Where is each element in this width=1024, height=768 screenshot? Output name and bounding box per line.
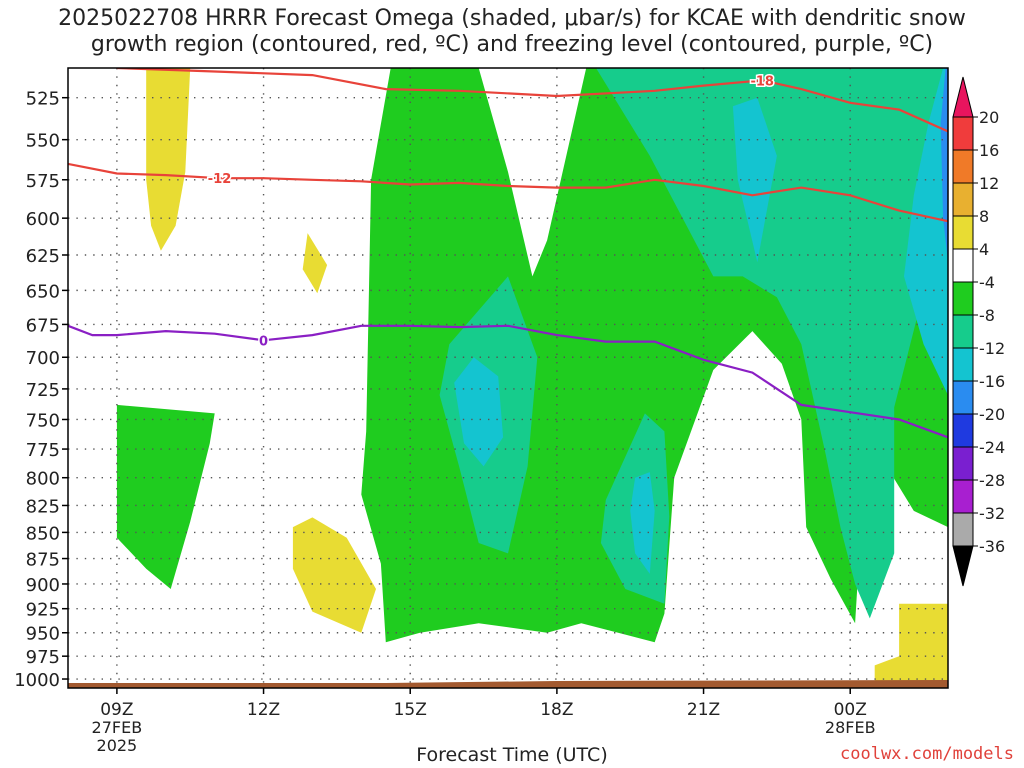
colorbar-box-12 bbox=[952, 512, 974, 547]
colorbar-legend: 20 16 12 8 4 -4 -8 -12 -16 -20 -24 -28 -32 -36 bbox=[952, 76, 1005, 587]
colorbar-box-5 bbox=[952, 281, 974, 316]
y-tick-label-550: 550 bbox=[26, 131, 60, 152]
colorbar-label-4: 4 bbox=[979, 240, 989, 259]
y-tick-label-925: 925 bbox=[26, 600, 60, 621]
colorbar-box-10 bbox=[952, 446, 974, 481]
plot-border bbox=[67, 67, 949, 689]
isotherm--18-label: -18 bbox=[750, 74, 774, 89]
y-tick-label-900: 900 bbox=[26, 575, 60, 596]
omega-region-0 bbox=[146, 68, 191, 251]
isotherm-contours: -18 -12 0 bbox=[68, 68, 948, 439]
y-tick-label-750: 750 bbox=[26, 410, 60, 431]
y-axis: 525 550 575 600 625 650 675 700 725 750 775 800 825 8… bbox=[14, 89, 68, 691]
colorbar-box-7 bbox=[952, 347, 974, 382]
x-tick-label-15Z: 15Z bbox=[394, 700, 427, 720]
colorbar-box-6 bbox=[952, 314, 974, 349]
y-tick-label-700: 700 bbox=[26, 348, 60, 369]
omega-region-2 bbox=[292, 517, 376, 633]
source-credit: coolwx.com/models bbox=[840, 744, 1014, 764]
colorbar-box-1 bbox=[952, 149, 974, 184]
colorbar-label-9: -20 bbox=[979, 405, 1005, 424]
colorbar-bottom-arrow bbox=[952, 545, 974, 587]
colorbar-box-0 bbox=[952, 116, 974, 151]
colorbar-box-8 bbox=[952, 380, 974, 415]
y-tick-label-650: 650 bbox=[26, 281, 60, 302]
colorbar-label-2: 12 bbox=[979, 174, 999, 193]
omega-region-6 bbox=[596, 68, 948, 619]
y-tick-label-825: 825 bbox=[26, 496, 60, 517]
x-tick-label-09Z: 09Z bbox=[100, 700, 133, 720]
x-tick-sublabel-28FEB: 28FEB bbox=[825, 718, 876, 737]
y-tick-label-525: 525 bbox=[26, 89, 60, 110]
y-tick-label-975: 975 bbox=[26, 647, 60, 668]
colorbar-label-12: -32 bbox=[979, 504, 1005, 523]
y-tick-label-575: 575 bbox=[26, 171, 60, 192]
omega-region-13 bbox=[940, 68, 948, 263]
colorbar-box-11 bbox=[952, 479, 974, 514]
colorbar-label-10: -24 bbox=[979, 438, 1005, 457]
isotherm--12-label: -12 bbox=[208, 172, 232, 187]
y-tick-label-800: 800 bbox=[26, 469, 60, 490]
omega-region-9 bbox=[454, 357, 504, 467]
colorbar-label-0: 20 bbox=[979, 108, 999, 127]
colorbar-label-11: -28 bbox=[979, 471, 1005, 490]
y-tick-label-1000: 1000 bbox=[14, 670, 60, 691]
x-tick-label-12Z: 12Z bbox=[247, 700, 280, 720]
colorbar-box-3 bbox=[952, 215, 974, 250]
colorbar-label-1: 16 bbox=[979, 141, 999, 160]
chart-title-line-1: 2025022708 HRRR Forecast Omega (shaded, … bbox=[58, 6, 966, 31]
y-tick-label-600: 600 bbox=[26, 209, 60, 230]
y-tick-label-675: 675 bbox=[26, 315, 60, 336]
omega-region-4 bbox=[116, 404, 215, 589]
colorbar-label-6: -8 bbox=[979, 306, 995, 325]
isotherm--12-line bbox=[68, 162, 948, 223]
x-axis-title: Forecast Time (UTC) bbox=[416, 744, 608, 766]
y-tick-label-950: 950 bbox=[26, 624, 60, 645]
isotherm-0-label: 0 bbox=[259, 334, 268, 349]
y-tick-label-875: 875 bbox=[26, 550, 60, 571]
colorbar-top-arrow bbox=[952, 76, 974, 118]
colorbar-box-4 bbox=[952, 248, 974, 283]
colorbar-label-8: -16 bbox=[979, 372, 1005, 391]
colorbar-box-9 bbox=[952, 413, 974, 448]
omega-region-10 bbox=[630, 472, 655, 574]
plot-frame bbox=[67, 67, 949, 689]
chart-title: 2025022708 HRRR Forecast Omega (shaded, … bbox=[0, 6, 1024, 58]
colorbar-label-13: -36 bbox=[979, 537, 1005, 556]
omega-shaded-regions bbox=[116, 68, 948, 688]
omega-region-11 bbox=[732, 97, 777, 263]
terrain-fill bbox=[68, 680, 948, 688]
y-tick-label-850: 850 bbox=[26, 523, 60, 544]
x-tick-label-21Z: 21Z bbox=[687, 700, 720, 720]
colorbar-label-7: -12 bbox=[979, 339, 1005, 358]
omega-region-1 bbox=[302, 233, 328, 294]
colorbar-label-5: -4 bbox=[979, 273, 995, 292]
y-tick-label-725: 725 bbox=[26, 380, 60, 401]
omega-region-12 bbox=[904, 68, 948, 396]
x-tick-sublabel-2025: 2025 bbox=[97, 736, 138, 755]
isotherm--18-line bbox=[116, 68, 948, 133]
x-tick-sublabel-27FEB: 27FEB bbox=[92, 718, 143, 737]
y-tick-label-625: 625 bbox=[26, 246, 60, 267]
colorbar-box-2 bbox=[952, 182, 974, 217]
y-tick-label-775: 775 bbox=[26, 440, 60, 461]
x-tick-label-18Z: 18Z bbox=[540, 700, 573, 720]
omega-region-3 bbox=[874, 603, 948, 688]
isotherm-0-line bbox=[68, 324, 948, 439]
terrain-strip bbox=[68, 680, 948, 688]
x-tick-label-00Z: 00Z bbox=[834, 700, 867, 720]
colorbar-label-3: 8 bbox=[979, 207, 989, 226]
chart-title-line-2: growth region (contoured, red, ºC) and f… bbox=[90, 32, 934, 57]
